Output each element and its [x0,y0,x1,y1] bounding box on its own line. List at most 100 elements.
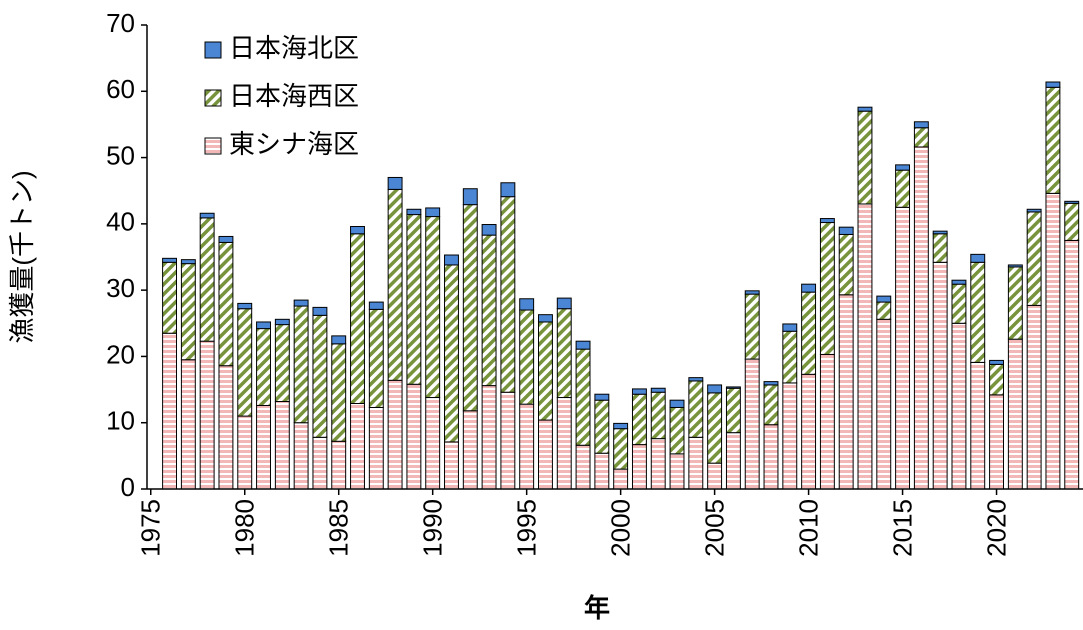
bar-segment [876,318,892,490]
y-axis-label: 漁獲量(千トン) [7,170,37,343]
legend-swatch [204,89,222,107]
bar-segment [801,283,817,293]
bar-segment [218,241,234,367]
bar-segment [556,308,572,399]
bar-segment [180,263,196,361]
bar-segment [180,259,196,265]
bar-segment [293,422,309,490]
bar-segment [801,373,817,490]
bar-segment [274,318,290,326]
bar-segment [594,452,610,490]
bar-segment [387,176,403,190]
x-tick-label: 1985 [324,499,354,557]
bar-segment [857,110,873,205]
bar-segment [819,218,835,224]
bar-segment [331,343,347,442]
bar-segment [951,283,967,324]
bar-segment [406,383,422,490]
x-tick-label: 1975 [136,499,166,557]
bar-segment [331,440,347,490]
bar-segment [857,106,873,112]
bar-segment [237,308,253,417]
bar-segment [782,330,798,384]
bar-segment [613,468,629,490]
legend-label: 東シナ海区 [229,129,359,159]
bar-segment [218,365,234,490]
bar-segment [462,410,478,490]
bar-segment [462,188,478,206]
bar-segment [444,264,459,443]
bar-segment [951,279,967,285]
bar-segment [481,224,497,236]
legend-label: 日本海北区 [229,33,359,63]
y-tick-label: 0 [121,472,135,502]
bar-segment [406,208,422,216]
bar-segment [519,309,535,405]
bar-segment [162,257,178,263]
bar-segment [425,216,441,399]
bar-segment [707,462,723,490]
bar-segment [688,380,704,438]
bar-segment [500,391,516,490]
bar-segment [199,340,215,490]
y-tick-label: 50 [106,140,135,170]
bar-segment [500,196,516,393]
y-tick-label: 30 [106,273,135,303]
bar-segment [180,359,196,490]
bar-segment [876,295,892,303]
bar-segment [481,385,497,490]
bar-segment [575,348,591,446]
bar-segment [425,397,441,490]
bar-segment [1064,200,1080,204]
bar-segment [763,424,779,490]
bar-segment [819,353,835,490]
y-tick-label: 70 [106,8,135,38]
bar-segment [312,436,328,490]
bar-segment [538,314,553,323]
bar-segment [312,314,328,438]
bar-segment [162,332,178,490]
bar-segment [725,386,741,389]
bar-segment [970,253,986,263]
bar-segment [1026,304,1042,490]
bar-segment [406,214,422,385]
x-tick-label: 2000 [606,499,636,557]
bar-segment [274,401,290,490]
bar-segment [538,321,553,421]
bar-segment [613,422,629,430]
x-tick-label: 1995 [512,499,542,557]
bar-segment [932,230,948,235]
bar-segment [782,382,798,490]
bar-segment [782,323,798,332]
bar-segment [237,302,253,310]
bar-segment [763,384,779,426]
bar-segment [218,235,234,243]
bar-segment [519,403,535,490]
bar-segment [350,226,365,235]
bar-segment [801,291,817,375]
bar-segment [368,301,384,310]
bar-segment [368,406,384,490]
bar-segment [932,233,948,263]
bar-segment [594,399,610,454]
y-tick-label: 40 [106,207,135,237]
x-axis-label: 年 [584,593,610,623]
x-tick-label: 2020 [981,499,1011,557]
bar-segment [631,388,647,395]
bar-segment [707,384,723,394]
bar-segment [368,308,384,408]
x-tick-label: 2015 [887,499,917,557]
bar-segment [575,340,591,350]
bar-segment [744,290,760,295]
bar-segment [650,438,666,490]
bar-segment [481,234,497,387]
bar-segment [688,377,704,382]
x-tick-label: 1980 [230,499,260,557]
bar-segment [838,226,854,235]
bar-segment [650,387,666,393]
bar-segment [256,328,271,406]
bar-segment [1064,239,1080,490]
bar-segment [350,233,365,404]
bar-segment [707,392,723,464]
